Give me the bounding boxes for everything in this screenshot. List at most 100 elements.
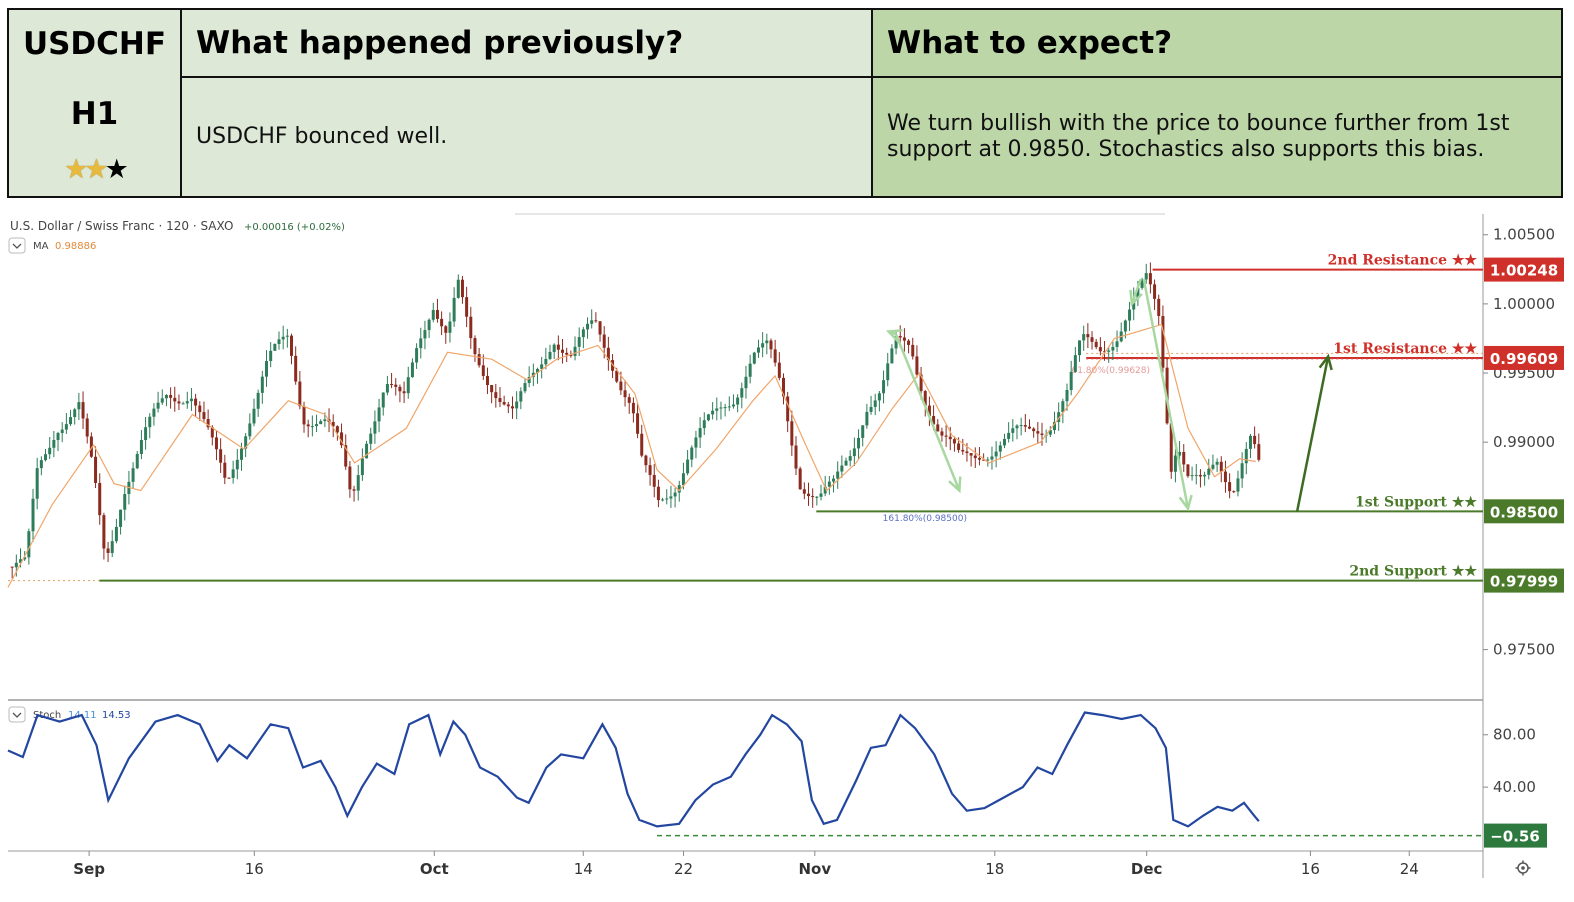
candle-body [323, 419, 327, 422]
stoch-line [7, 711, 1260, 828]
stoch-collapse-button[interactable] [8, 706, 26, 723]
candle-body [1248, 435, 1252, 449]
stoch-value-tag [1484, 823, 1547, 848]
x-tick-label: 16 [245, 860, 264, 878]
candle-body [1040, 433, 1044, 435]
candle-body [890, 348, 894, 364]
candle-body [269, 350, 273, 362]
candle-body [790, 421, 794, 446]
symbol-info: U.S. Dollar / Swiss Franc · 120 · SAXO [10, 219, 233, 233]
candle-body [1078, 340, 1082, 356]
candle-body [419, 338, 423, 349]
candle-body [444, 326, 448, 333]
candle-body [260, 376, 264, 393]
candle-body [1123, 320, 1127, 332]
candle-body [565, 352, 569, 355]
candle-body [902, 337, 906, 341]
candle-body [590, 320, 594, 324]
candle-body [744, 376, 748, 389]
candle-body [1190, 475, 1194, 477]
candle-body [811, 496, 815, 498]
candle-body [781, 377, 785, 397]
candle-body [181, 403, 185, 405]
ma-collapse-button[interactable] [8, 237, 26, 254]
gear-icon[interactable] [1515, 860, 1531, 876]
level-name: 1st Resistance ★★ [1333, 341, 1477, 357]
candle-body [519, 391, 523, 402]
candle-body [48, 447, 52, 455]
candle-body [285, 335, 289, 337]
candle-body [481, 365, 485, 376]
candle-body [477, 354, 481, 366]
stoch-label: Stoch [33, 710, 61, 721]
candle-body [1186, 464, 1190, 477]
candle-body [373, 421, 377, 434]
ma-line [7, 323, 1256, 588]
candle-body [1027, 426, 1031, 429]
candle-body [10, 566, 14, 568]
candle-body [711, 410, 715, 415]
candle-body [961, 449, 965, 452]
candle-body [702, 420, 706, 429]
candle-body [515, 401, 519, 409]
candle-body [1065, 389, 1069, 402]
candle-body [235, 459, 239, 470]
candle-body [135, 453, 139, 469]
candle-body [706, 414, 710, 421]
candle-body [402, 391, 406, 394]
candle-body [1015, 425, 1019, 429]
candle-body [615, 370, 619, 382]
candle-body [89, 436, 93, 457]
candle-body [152, 408, 156, 417]
candle-body [857, 437, 861, 449]
candle-body [982, 459, 986, 461]
candle-body [698, 428, 702, 438]
candle-body [990, 456, 994, 460]
arrow-up-tip-2-head [1129, 289, 1143, 307]
candle-body [644, 455, 648, 466]
candle-body [740, 388, 744, 398]
candle-body [873, 400, 877, 407]
candle-body [352, 489, 356, 491]
candle-body [752, 352, 756, 364]
candle-body [786, 396, 790, 422]
candle-body [581, 329, 585, 338]
candle-body [1069, 371, 1073, 390]
arrow-down-2 [1142, 278, 1190, 509]
candle-body [977, 458, 981, 460]
candle-body [894, 336, 898, 349]
candle-body [344, 445, 348, 467]
candle-body [1094, 341, 1098, 348]
candle-body [882, 380, 886, 394]
level-price-label: 0.98500 [1490, 503, 1558, 521]
candle-body [569, 354, 573, 356]
candle-body [1203, 474, 1207, 477]
candle-body [823, 486, 827, 494]
candle-body [919, 374, 923, 392]
candle-body [586, 323, 590, 330]
candle-body [1148, 273, 1152, 285]
candle-body [227, 477, 231, 479]
candle-body [360, 458, 364, 476]
candle-body [794, 445, 798, 469]
candle-body [398, 386, 402, 392]
candle-body [1161, 315, 1165, 368]
candle-body [35, 468, 39, 499]
candle-body [1053, 422, 1057, 431]
candle-body [561, 349, 565, 353]
candle-body [456, 279, 460, 298]
candle-body [844, 460, 848, 466]
candle-body [681, 473, 685, 486]
candle-body [1236, 478, 1240, 492]
candle-body [252, 408, 256, 424]
candle-body [1232, 491, 1236, 493]
candle-body [1057, 412, 1061, 423]
candle-body [156, 402, 160, 409]
candle-body [1136, 287, 1140, 299]
candle-body [365, 443, 369, 459]
level-price-label: 0.97999 [1490, 573, 1558, 591]
y-tick-label: 1.00500 [1493, 226, 1555, 244]
arrow-up-tip-2 [1130, 278, 1142, 305]
previous-column: What happened previously? USDCHF bounced… [182, 10, 873, 196]
level-name: 2nd Support ★★ [1349, 564, 1477, 580]
